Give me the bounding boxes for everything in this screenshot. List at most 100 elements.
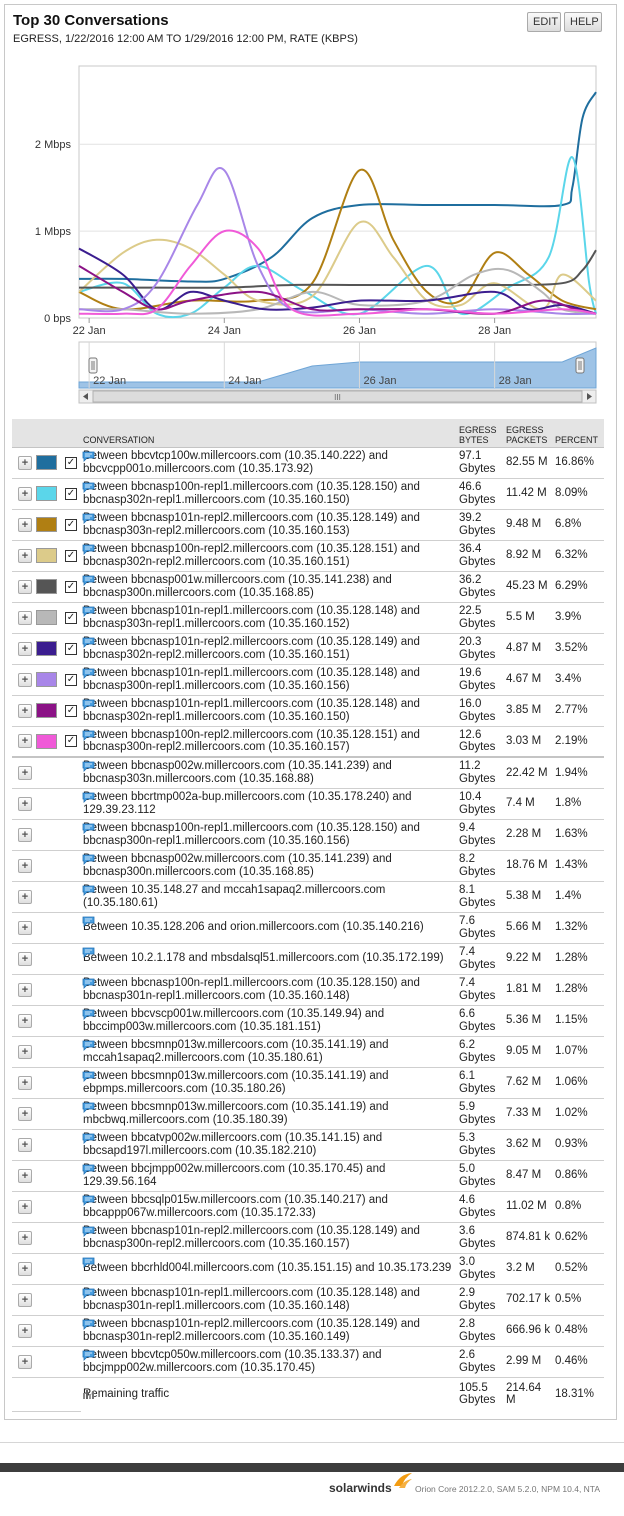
egress-bytes-value: 6.2 Gbytes bbox=[459, 1039, 496, 1064]
series-line-1[interactable] bbox=[78, 91, 597, 283]
conversation-link[interactable]: Between bbcnasp100n-repl2.millercoors.co… bbox=[83, 543, 420, 568]
expand-row-icon[interactable]: + bbox=[18, 579, 32, 594]
series-line-10[interactable] bbox=[78, 229, 597, 317]
series-visibility-checkbox[interactable]: ✓ bbox=[65, 487, 77, 500]
remaining-bytes-value: 105.5 Gbytes bbox=[459, 1381, 496, 1407]
expand-row-icon[interactable]: + bbox=[18, 548, 32, 563]
scroll-left-arrow-icon[interactable] bbox=[83, 393, 88, 400]
percent-value: 0.86% bbox=[555, 1169, 588, 1182]
scroll-right-arrow-icon[interactable] bbox=[587, 393, 592, 400]
expand-row-icon[interactable]: + bbox=[18, 1230, 32, 1245]
conversation-link[interactable]: Between bbcnasp101n-repl1.millercoors.co… bbox=[83, 667, 420, 692]
conversation-link[interactable]: Between bbcsmnp013w.millercoors.com (10.… bbox=[83, 1101, 389, 1126]
conversation-icon bbox=[82, 761, 95, 772]
conversation-link[interactable]: Between bbcnasp101n-repl1.millercoors.co… bbox=[83, 698, 420, 723]
conversation-link[interactable]: Between bbcnasp100n-repl1.millercoors.co… bbox=[83, 977, 420, 1002]
expand-row-icon[interactable]: + bbox=[18, 1013, 32, 1028]
conversation-link[interactable]: Between bbcvscp001w.millercoors.com (10.… bbox=[83, 1008, 385, 1033]
series-visibility-checkbox[interactable]: ✓ bbox=[65, 611, 77, 624]
conversation-link[interactable]: Between bbcvtcp100w.millercoors.com (10.… bbox=[83, 450, 388, 475]
expand-row-icon[interactable]: + bbox=[18, 827, 32, 842]
expand-row-icon[interactable]: + bbox=[18, 1323, 32, 1338]
series-color-swatch bbox=[36, 548, 57, 563]
expand-row-icon[interactable]: + bbox=[18, 920, 32, 935]
expand-row-icon[interactable]: + bbox=[18, 796, 32, 811]
conversation-icon bbox=[82, 606, 95, 617]
remaining-percent-value: 18.31% bbox=[555, 1388, 595, 1400]
series-line-2[interactable] bbox=[78, 156, 597, 319]
expand-row-icon[interactable]: + bbox=[18, 703, 32, 718]
expand-row-icon[interactable]: + bbox=[18, 1261, 32, 1276]
expand-row-icon[interactable]: + bbox=[18, 1137, 32, 1152]
navigator-left-handle[interactable] bbox=[88, 357, 98, 374]
series-visibility-checkbox[interactable]: ✓ bbox=[65, 549, 77, 562]
conversation-link[interactable]: Between bbcrhld004l.millercoors.com (10.… bbox=[83, 1262, 452, 1275]
expand-row-icon[interactable]: + bbox=[18, 982, 32, 997]
conversation-link[interactable]: Between bbcnasp100n-repl2.millercoors.co… bbox=[83, 728, 420, 754]
conversation-link[interactable]: Between bbcsmnp013w.millercoors.com (10.… bbox=[83, 1039, 389, 1064]
expand-row-icon[interactable]: + bbox=[18, 610, 32, 625]
col-percent[interactable]: PERCENT bbox=[553, 419, 604, 448]
expand-row-icon[interactable]: + bbox=[18, 1199, 32, 1214]
col-egress-bytes[interactable]: EGRESS BYTES bbox=[457, 419, 504, 448]
expand-row-icon[interactable]: + bbox=[18, 734, 32, 749]
table-row: + ✓ Between bbcnasp001w.millercoors.com (1… bbox=[12, 571, 604, 603]
expand-row-icon[interactable]: + bbox=[18, 641, 32, 656]
series-visibility-checkbox[interactable]: ✓ bbox=[65, 642, 77, 655]
conversation-link[interactable]: Between bbcnasp100n-repl1.millercoors.co… bbox=[83, 822, 420, 847]
conversation-link[interactable]: Between bbcnasp101n-repl2.millercoors.co… bbox=[83, 512, 420, 537]
series-visibility-checkbox[interactable]: ✓ bbox=[65, 673, 77, 686]
series-visibility-checkbox[interactable]: ✓ bbox=[65, 518, 77, 531]
expand-row-icon[interactable]: + bbox=[18, 1292, 32, 1307]
conversation-link[interactable]: Between 10.2.1.178 and mbsdalsql51.mille… bbox=[83, 952, 444, 965]
conversation-link[interactable]: Between 10.35.148.27 and mccah1sapaq2.mi… bbox=[83, 884, 386, 909]
conversation-link[interactable]: Between bbcnasp002w.millercoors.com (10.… bbox=[83, 760, 392, 785]
navigator-right-handle[interactable] bbox=[575, 357, 585, 374]
expand-row-icon[interactable]: + bbox=[18, 517, 32, 532]
conversation-link[interactable]: Between bbcnasp101n-repl2.millercoors.co… bbox=[83, 636, 420, 661]
series-line-6[interactable] bbox=[78, 267, 597, 315]
scrollbar-thumb[interactable] bbox=[92, 390, 583, 403]
conversation-link[interactable]: Between bbcjmpp002w.millercoors.com (10.… bbox=[83, 1163, 386, 1188]
series-line-5[interactable] bbox=[79, 249, 597, 289]
expand-row-icon[interactable]: + bbox=[18, 889, 32, 904]
edit-button[interactable]: EDIT bbox=[527, 12, 561, 32]
conversation-link[interactable]: Between bbcvtcp050w.millercoors.com (10.… bbox=[83, 1349, 382, 1374]
series-visibility-checkbox[interactable]: ✓ bbox=[65, 456, 77, 469]
conversation-link[interactable]: Between bbcnasp001w.millercoors.com (10.… bbox=[83, 574, 392, 599]
series-visibility-checkbox[interactable]: ✓ bbox=[65, 735, 77, 748]
conversation-link[interactable]: Between bbcnasp002w.millercoors.com (10.… bbox=[83, 853, 392, 878]
expand-row-icon[interactable]: + bbox=[18, 858, 32, 873]
conversation-link[interactable]: Between bbcnasp100n-repl1.millercoors.co… bbox=[83, 481, 420, 506]
expand-row-icon[interactable]: + bbox=[18, 1106, 32, 1121]
conversation-link[interactable]: Between bbcnasp101n-repl1.millercoors.co… bbox=[83, 1287, 420, 1312]
col-egress-packets[interactable]: EGRESS PACKETS bbox=[504, 419, 553, 448]
series-line-8[interactable] bbox=[78, 167, 597, 316]
series-visibility-checkbox[interactable]: ✓ bbox=[65, 704, 77, 717]
series-color-swatch bbox=[36, 641, 57, 656]
expand-row-icon[interactable]: + bbox=[18, 1075, 32, 1090]
expand-row-icon[interactable]: + bbox=[18, 1044, 32, 1059]
expand-row-icon[interactable]: + bbox=[18, 455, 32, 470]
conversation-link[interactable]: Between bbcsmnp013w.millercoors.com (10.… bbox=[83, 1070, 389, 1095]
expand-row-icon[interactable]: + bbox=[18, 672, 32, 687]
expand-row-icon[interactable]: + bbox=[18, 765, 32, 780]
conversation-link[interactable]: Between bbcnasp101n-repl2.millercoors.co… bbox=[83, 1225, 420, 1250]
conversation-link[interactable]: Between bbcnasp101n-repl1.millercoors.co… bbox=[83, 605, 420, 630]
help-button[interactable]: HELP bbox=[564, 12, 602, 32]
conversation-link[interactable]: Between bbcatvp002w.millercoors.com (10.… bbox=[83, 1132, 383, 1157]
conversation-link[interactable]: Between 10.35.128.206 and orion.millerco… bbox=[83, 921, 424, 934]
col-conversation[interactable]: CONVERSATION bbox=[81, 419, 457, 448]
table-row: + ✓ Between bbcnasp101n-repl2.millercoors.… bbox=[12, 633, 604, 665]
expand-row-icon[interactable]: + bbox=[18, 951, 32, 966]
series-visibility-checkbox[interactable]: ✓ bbox=[65, 580, 77, 593]
time-navigator[interactable]: 22 Jan 24 Jan 26 Jan 28 Jan III bbox=[0, 340, 624, 410]
conversation-link[interactable]: Between bbcrtmp002a-bup.millercoors.com … bbox=[83, 791, 412, 816]
navigator-scrollbar[interactable]: III bbox=[78, 389, 597, 404]
conversation-link[interactable]: Between bbcnasp101n-repl2.millercoors.co… bbox=[83, 1318, 420, 1343]
expand-row-icon[interactable]: + bbox=[18, 486, 32, 501]
expand-row-icon[interactable]: + bbox=[18, 1354, 32, 1369]
conversation-link[interactable]: Between bbcsqlp015w.millercoors.com (10.… bbox=[83, 1194, 388, 1219]
navigator-tick-label: 28 Jan bbox=[499, 375, 532, 387]
expand-row-icon[interactable]: + bbox=[18, 1168, 32, 1183]
